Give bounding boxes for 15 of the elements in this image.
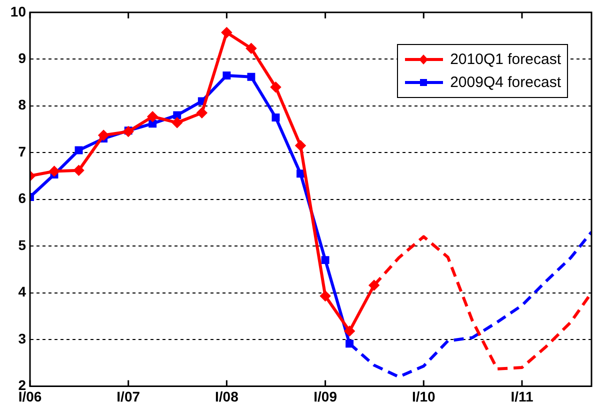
x-tick-label: I/08 xyxy=(215,388,239,404)
x-tick-label: I/09 xyxy=(314,388,338,404)
y-tick-label: 6 xyxy=(18,190,26,206)
x-tick-label: I/07 xyxy=(116,388,140,404)
y-tick-label: 3 xyxy=(18,330,26,346)
x-tick-label: I/10 xyxy=(412,388,436,404)
x-tick-label: I/11 xyxy=(510,388,534,404)
y-tick-label: 7 xyxy=(18,143,26,160)
y-tick-label: 5 xyxy=(18,236,26,253)
y-tick-label: 9 xyxy=(18,50,26,66)
legend-label: 2009Q4 forecast xyxy=(450,74,561,91)
y-tick-label: 4 xyxy=(18,284,26,300)
y-tick-label: 10 xyxy=(10,3,26,20)
legend-label: 2010Q1 forecast xyxy=(450,51,561,68)
y-tick-label: 8 xyxy=(18,96,26,113)
